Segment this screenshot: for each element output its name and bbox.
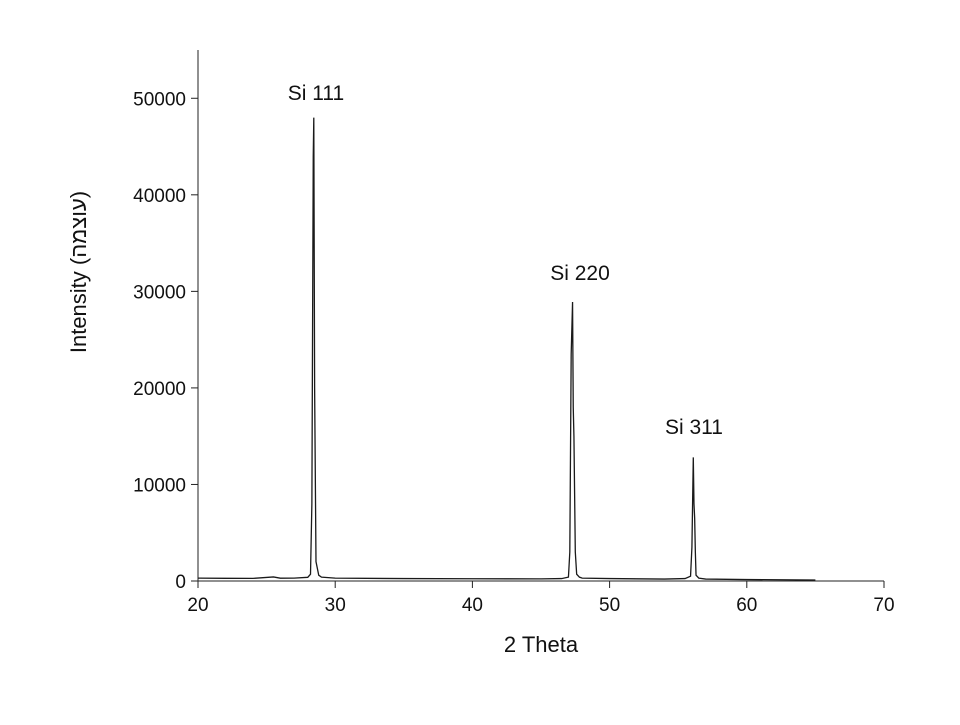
y-tick-label: 30000: [133, 282, 186, 303]
y-tick-label: 20000: [133, 379, 186, 400]
peak-label: Si 311: [665, 416, 723, 439]
x-tick-label: 40: [462, 595, 483, 616]
x-tick-label: 20: [187, 595, 208, 616]
peak-label: Si 220: [550, 262, 610, 285]
x-axis-label: 2 Theta: [504, 632, 579, 657]
y-tick-label: 10000: [133, 475, 186, 496]
x-tick-label: 30: [325, 595, 346, 616]
y-tick-label: 50000: [133, 89, 186, 110]
y-tick-label: 40000: [133, 186, 186, 207]
data-line: [197, 117, 816, 581]
y-tick-label: 0: [175, 572, 186, 593]
peak-label: Si 111: [288, 82, 344, 105]
x-tick-label: 50: [599, 595, 620, 616]
x-tick-label: 60: [736, 595, 757, 616]
y-axis-label: Intensity (עוצמה): [66, 191, 91, 353]
x-tick-label: 70: [873, 595, 894, 616]
